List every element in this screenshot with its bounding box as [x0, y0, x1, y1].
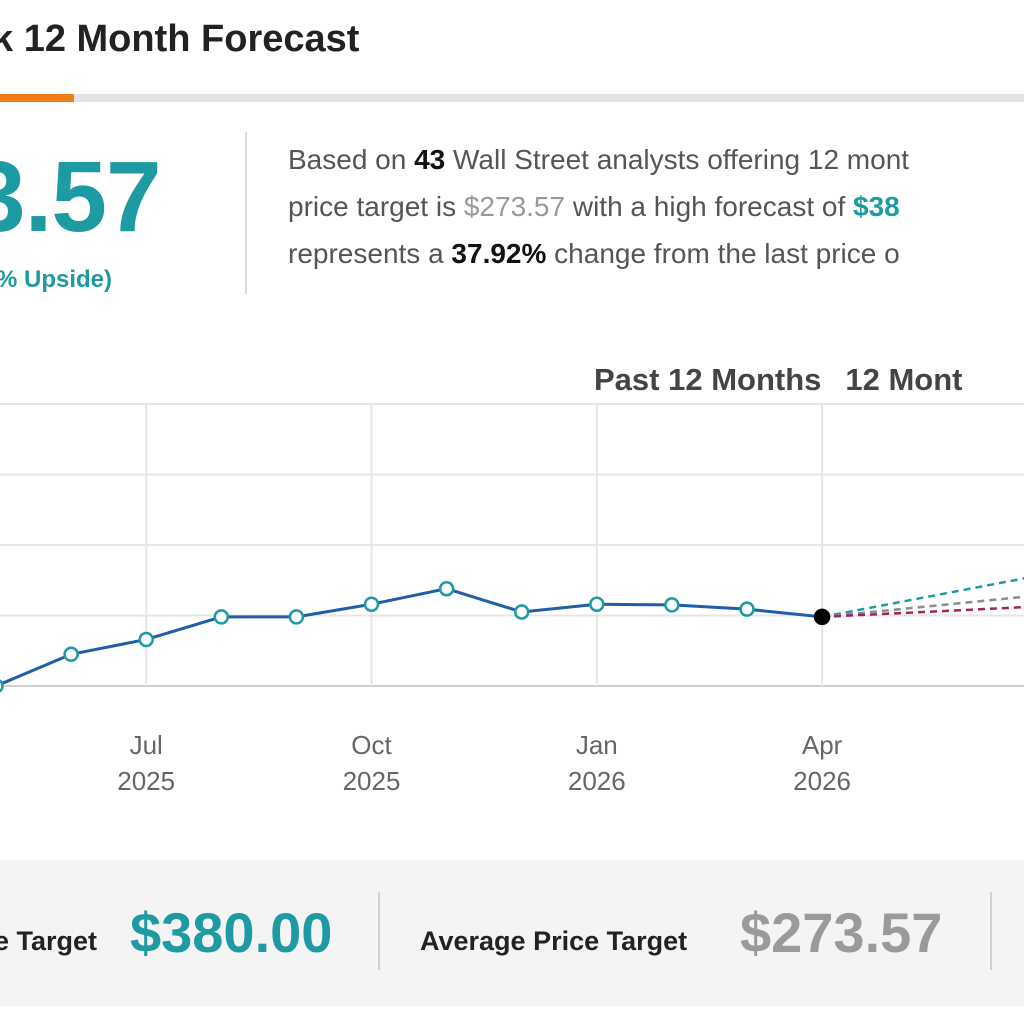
- x-tick-year: 2026: [793, 766, 851, 796]
- analyst-count: 43: [414, 144, 446, 175]
- price-point: [363, 596, 380, 612]
- panel-divider: [378, 892, 380, 970]
- forecast-line-low: [822, 605, 1024, 619]
- high-target-label: e Target: [0, 926, 98, 956]
- forecast-chart: Jul 2025 Oct 2025 Jan 2026 Apr 2026: [0, 403, 1024, 796]
- x-tick-year: 2025: [117, 766, 175, 796]
- tab-bar: [0, 94, 1024, 102]
- panel-divider: [990, 892, 992, 970]
- price-point: [438, 580, 455, 597]
- price-point: [513, 604, 530, 620]
- tab-past-12-months[interactable]: Past 12 Months: [594, 362, 822, 397]
- desc-change-pct: 37.92%: [451, 238, 547, 269]
- price-point: [63, 646, 79, 663]
- price-point: [213, 609, 230, 625]
- price-point: [739, 601, 755, 617]
- price-series-line: [0, 587, 823, 686]
- range-tabs: Past 12 Months 12 Mont: [594, 362, 987, 398]
- desc-high-target: $38: [853, 191, 900, 222]
- forecast-description: Based on 43 Wall Street analysts offerin…: [288, 136, 1024, 277]
- price-target-panel: e Target $380.00 Average Price Target $2…: [0, 860, 1024, 1006]
- price-point: [664, 597, 680, 613]
- price-point: [589, 596, 605, 612]
- price-point: [138, 631, 154, 648]
- forecast-line-high: [821, 577, 1024, 619]
- x-tick-month: Jan: [576, 730, 618, 760]
- x-tick-month: Jul: [130, 730, 163, 760]
- price-point: [0, 679, 4, 693]
- price-point: [288, 609, 305, 625]
- high-target-value: $380.00: [130, 901, 333, 964]
- tab-12-months-forecast[interactable]: 12 Mont: [845, 362, 963, 397]
- x-tick-month: Apr: [802, 730, 843, 760]
- upside-label: % Upside): [0, 266, 113, 293]
- x-tick-year: 2026: [568, 766, 626, 796]
- active-tab-indicator[interactable]: [0, 94, 74, 102]
- page-title: k 12 Month Forecast: [0, 18, 360, 60]
- average-target-label: Average Price Target: [420, 926, 688, 956]
- current-price-point: [813, 608, 831, 626]
- forecast-line-average: [821, 595, 1024, 619]
- average-target-value: $273.57: [740, 901, 943, 964]
- desc-average-target: $273.57: [463, 191, 566, 222]
- x-tick-year: 2025: [343, 766, 401, 796]
- x-tick-month: Oct: [351, 730, 392, 760]
- desc-line-3: represents a 37.92% change from the last…: [288, 238, 900, 269]
- summary-divider: [245, 132, 247, 294]
- desc-line-1: Based on 43 Wall Street analysts offerin…: [288, 144, 910, 175]
- desc-line-2: price target is $273.57 with a high fore…: [288, 191, 900, 222]
- average-price-target-big: 3.57: [0, 141, 162, 253]
